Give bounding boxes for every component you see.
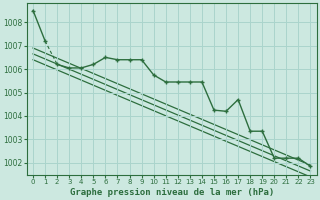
X-axis label: Graphe pression niveau de la mer (hPa): Graphe pression niveau de la mer (hPa) — [70, 188, 274, 197]
